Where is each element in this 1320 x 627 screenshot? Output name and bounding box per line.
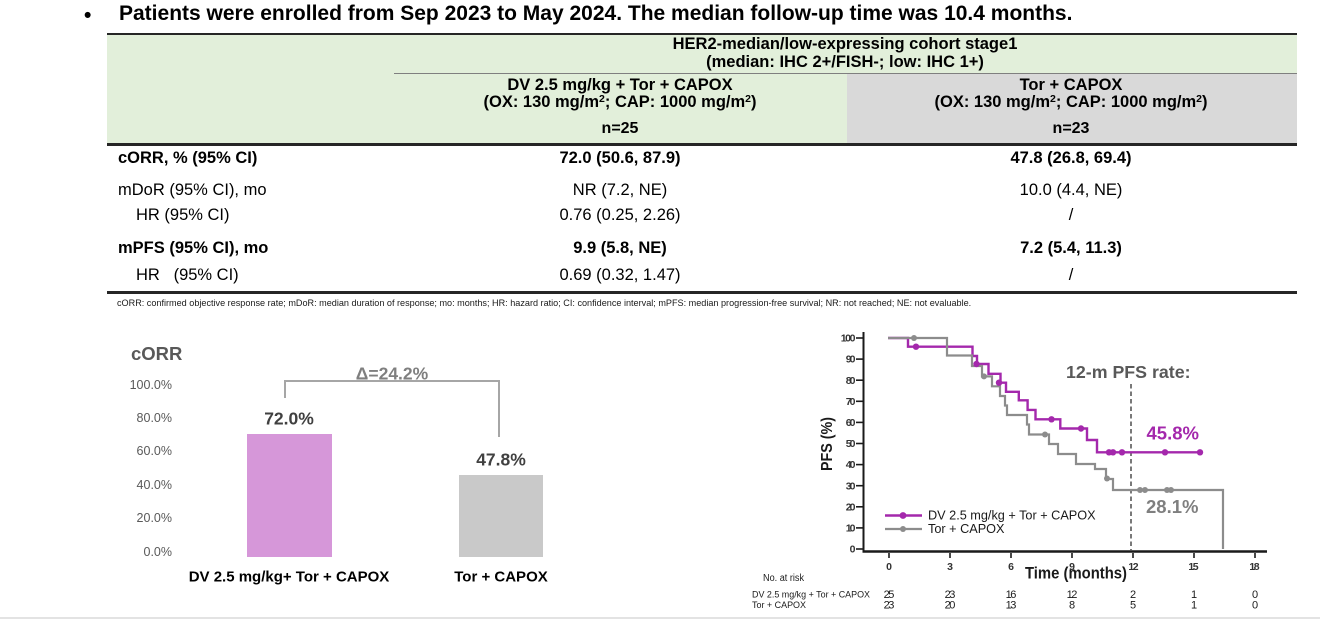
svg-text:20: 20 [846, 501, 856, 513]
svg-text:10: 10 [846, 523, 856, 535]
svg-text:25: 25 [884, 589, 895, 601]
svg-text:23: 23 [945, 589, 956, 601]
svg-text:2: 2 [1130, 589, 1136, 601]
svg-text:8: 8 [1069, 600, 1075, 612]
svg-text:6: 6 [1008, 561, 1014, 573]
svg-text:15: 15 [1188, 561, 1198, 573]
svg-text:9: 9 [1069, 561, 1075, 573]
svg-text:Time (months): Time (months) [1025, 565, 1127, 583]
svg-text:18: 18 [1249, 561, 1259, 573]
svg-text:No. at risk: No. at risk [763, 573, 805, 584]
svg-text:50: 50 [846, 438, 856, 450]
svg-text:0: 0 [850, 544, 856, 556]
svg-text:23: 23 [884, 600, 895, 612]
svg-text:70: 70 [846, 396, 856, 408]
svg-text:13: 13 [1006, 600, 1017, 612]
svg-text:0: 0 [1252, 589, 1258, 601]
svg-text:16: 16 [1006, 589, 1017, 601]
svg-text:0: 0 [886, 561, 892, 573]
svg-text:90: 90 [846, 354, 856, 366]
svg-text:1: 1 [1191, 589, 1197, 601]
svg-text:80: 80 [846, 375, 856, 387]
svg-text:0: 0 [1252, 600, 1258, 612]
svg-text:12-m PFS rate:: 12-m PFS rate: [1066, 362, 1191, 382]
svg-text:20: 20 [945, 600, 956, 612]
svg-text:100: 100 [841, 333, 856, 345]
svg-text:3: 3 [947, 561, 953, 573]
svg-text:45.8%: 45.8% [1147, 423, 1199, 444]
svg-text:12: 12 [1128, 561, 1138, 573]
svg-text:DV 2.5 mg/kg + Tor + CAPOX: DV 2.5 mg/kg + Tor + CAPOX [928, 509, 1096, 523]
svg-text:5: 5 [1130, 600, 1136, 612]
svg-text:PFS (%): PFS (%) [819, 417, 836, 471]
svg-text:40: 40 [846, 459, 856, 471]
svg-text:12: 12 [1067, 589, 1078, 601]
svg-text:Tor + CAPOX: Tor + CAPOX [752, 600, 807, 611]
svg-text:28.1%: 28.1% [1146, 496, 1198, 517]
svg-text:60: 60 [846, 417, 856, 429]
svg-text:DV 2.5 mg/kg + Tor + CAPOX: DV 2.5 mg/kg + Tor + CAPOX [752, 590, 871, 601]
svg-text:30: 30 [846, 480, 856, 492]
svg-text:Tor + CAPOX: Tor + CAPOX [928, 522, 1005, 536]
svg-text:1: 1 [1191, 600, 1197, 612]
